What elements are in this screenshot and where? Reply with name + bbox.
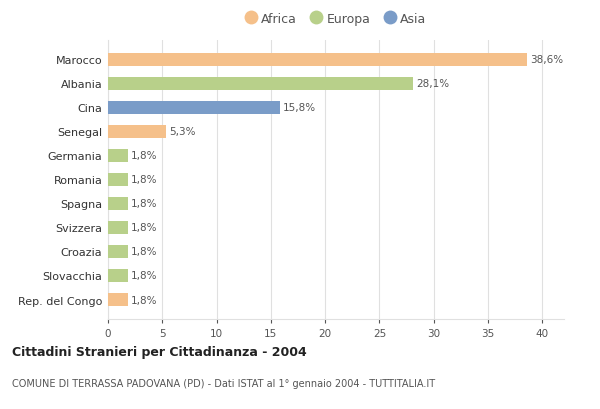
Bar xyxy=(108,149,128,163)
Text: 1,8%: 1,8% xyxy=(131,199,157,209)
Bar xyxy=(108,54,527,67)
Legend: Africa, Europa, Asia: Africa, Europa, Asia xyxy=(241,8,431,31)
Bar xyxy=(108,173,128,187)
Bar xyxy=(108,269,128,282)
Text: 1,8%: 1,8% xyxy=(131,295,157,305)
Text: 1,8%: 1,8% xyxy=(131,223,157,233)
Text: 15,8%: 15,8% xyxy=(283,103,316,113)
Text: 38,6%: 38,6% xyxy=(530,55,563,65)
Text: 1,8%: 1,8% xyxy=(131,175,157,185)
Text: COMUNE DI TERRASSA PADOVANA (PD) - Dati ISTAT al 1° gennaio 2004 - TUTTITALIA.IT: COMUNE DI TERRASSA PADOVANA (PD) - Dati … xyxy=(12,378,435,388)
Bar xyxy=(108,126,166,139)
Text: Cittadini Stranieri per Cittadinanza - 2004: Cittadini Stranieri per Cittadinanza - 2… xyxy=(12,346,307,359)
Bar xyxy=(108,245,128,258)
Bar xyxy=(108,293,128,306)
Text: 5,3%: 5,3% xyxy=(169,127,196,137)
Text: 1,8%: 1,8% xyxy=(131,151,157,161)
Bar xyxy=(108,221,128,234)
Text: 1,8%: 1,8% xyxy=(131,271,157,281)
Bar xyxy=(108,197,128,211)
Bar xyxy=(108,78,413,91)
Text: 1,8%: 1,8% xyxy=(131,247,157,257)
Text: 28,1%: 28,1% xyxy=(416,79,449,89)
Bar xyxy=(108,101,280,115)
